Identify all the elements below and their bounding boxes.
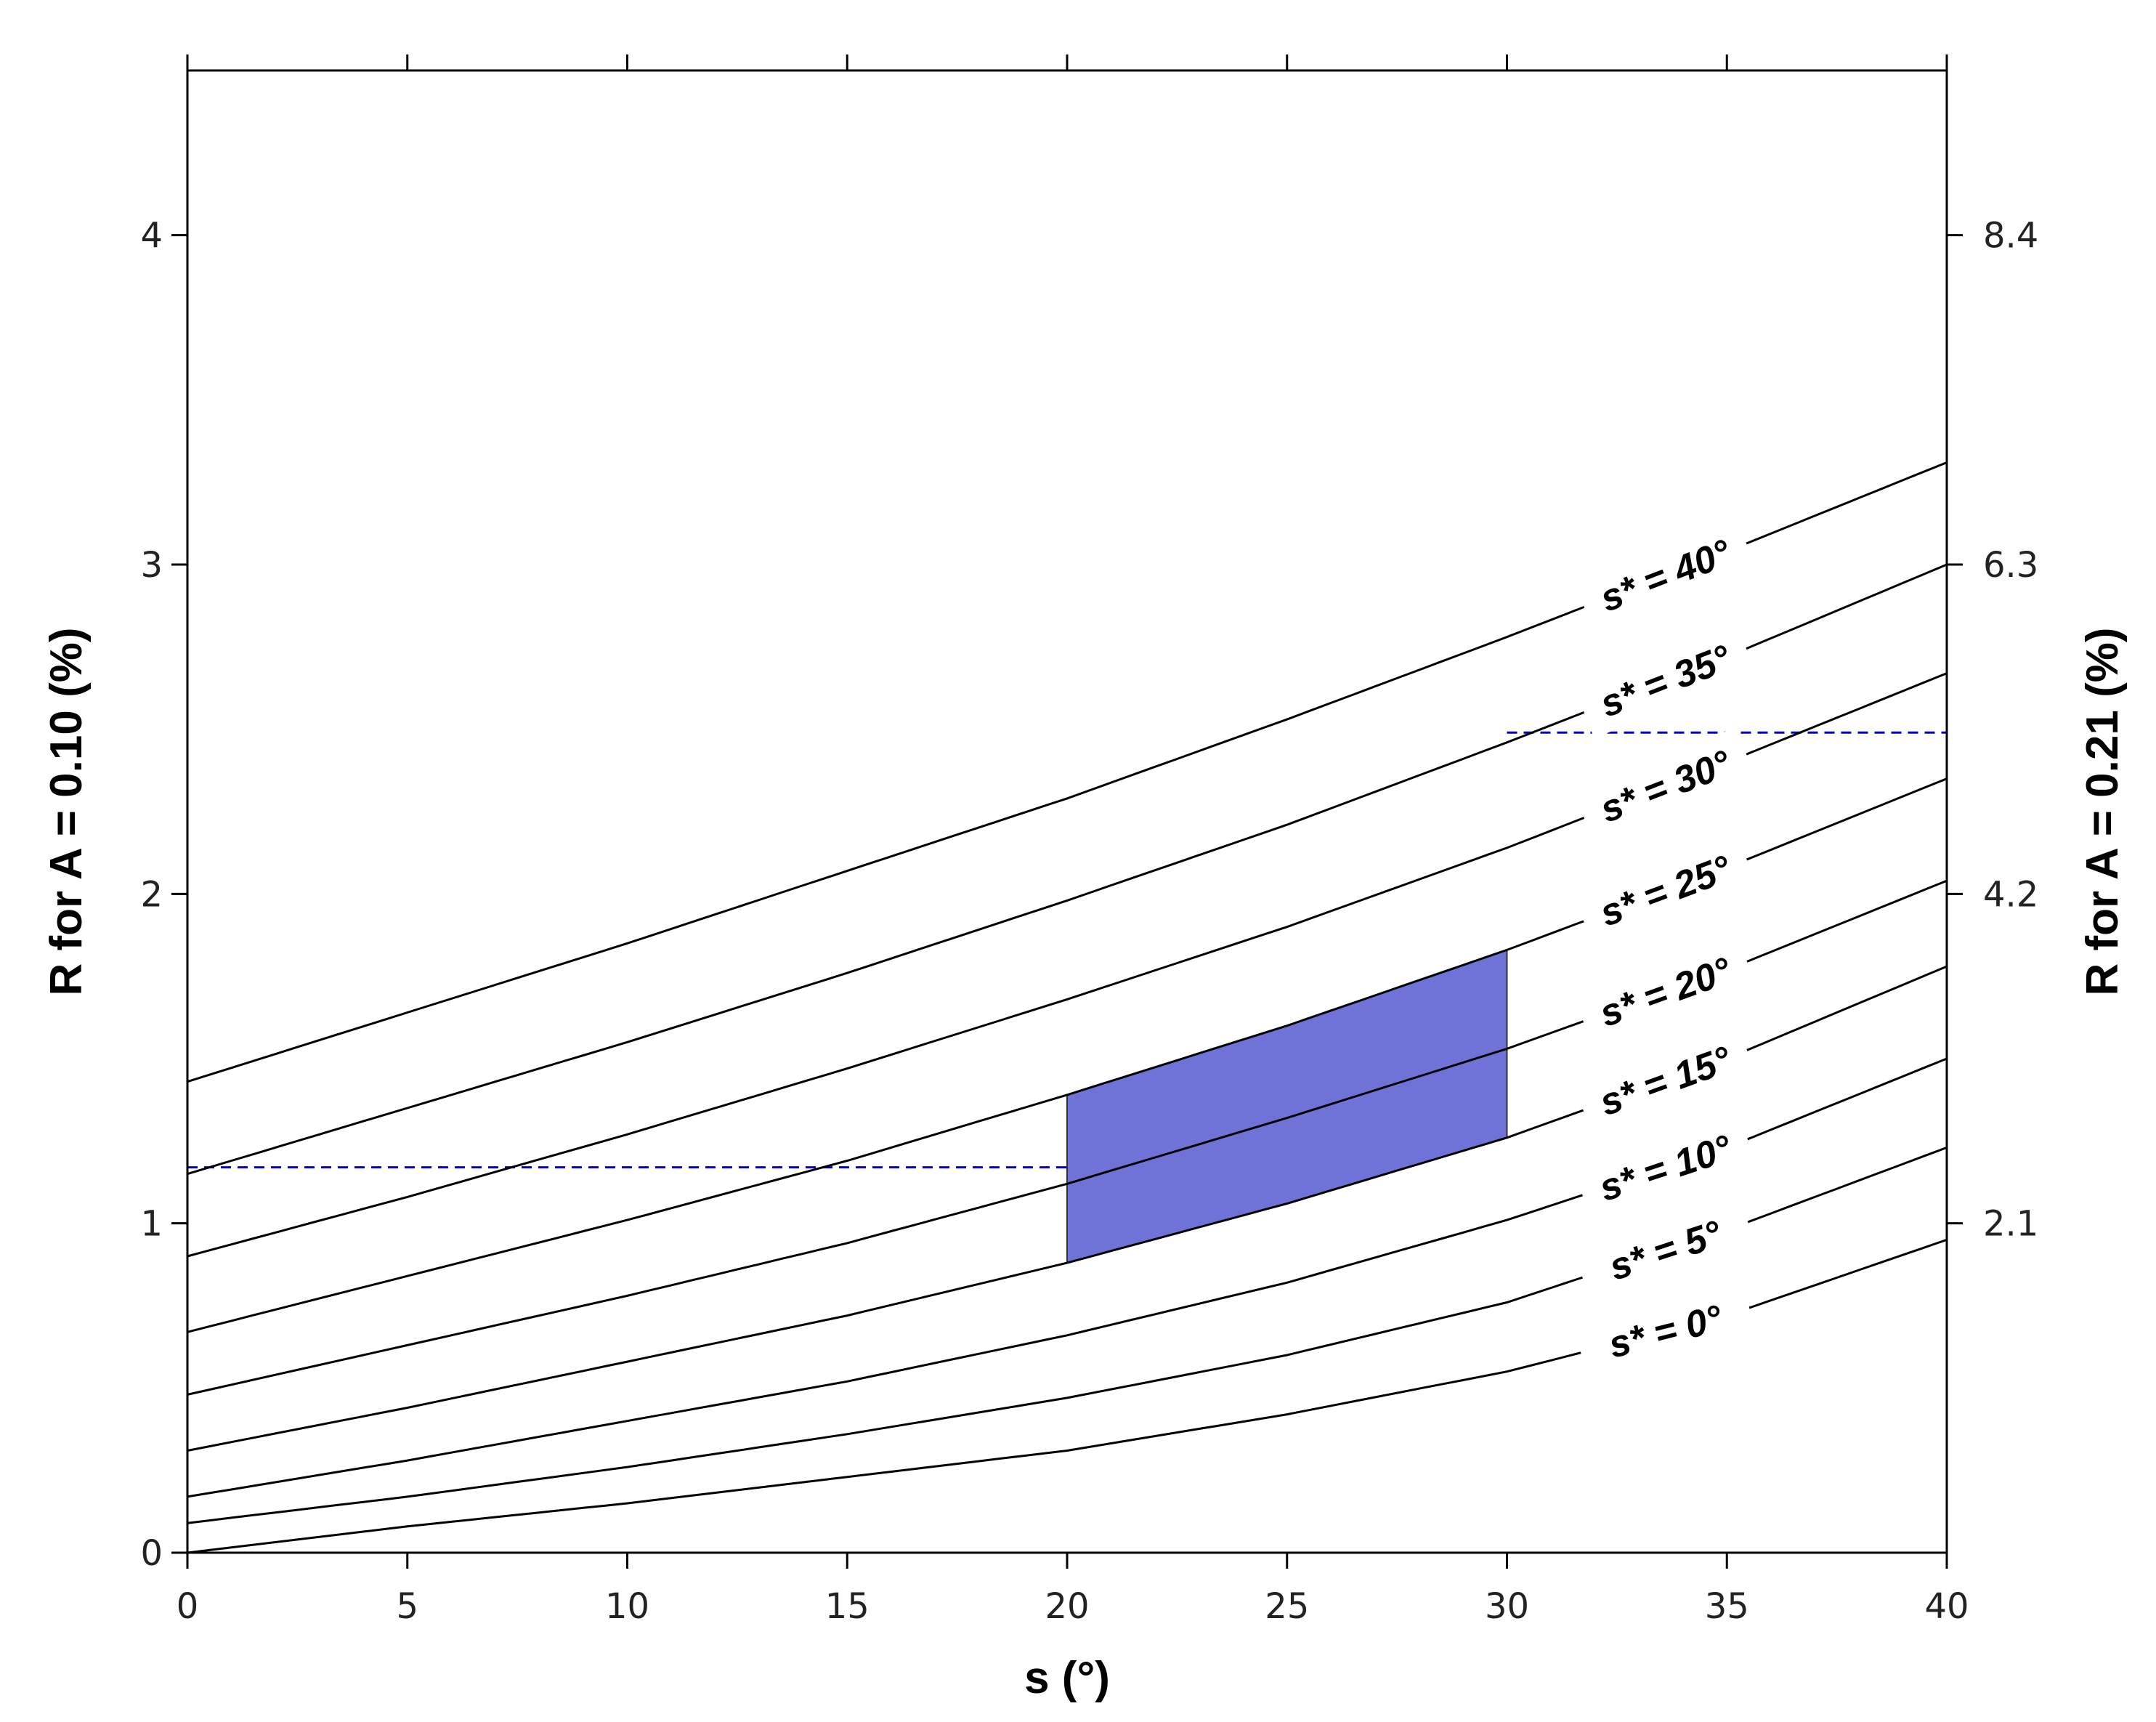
y-tick-label-left: 2 <box>140 874 163 915</box>
curve-s-star-0 <box>187 1238 1948 1554</box>
x-tick-label: 30 <box>1485 1586 1529 1627</box>
y-tick-label-right: 6.3 <box>1983 545 2038 586</box>
x-tick-label: 5 <box>396 1586 418 1627</box>
x-tick-label: 15 <box>825 1586 870 1627</box>
y-tick-label-left: 4 <box>140 216 163 256</box>
y-axis-right-title: R for A = 0.21 (%) <box>2078 627 2128 995</box>
y-tick-label-right: 8.4 <box>1983 216 2038 256</box>
x-tick-label: 35 <box>1705 1586 1749 1627</box>
x-tick-label: 10 <box>605 1586 649 1627</box>
y-tick-label-left: 3 <box>140 545 163 586</box>
x-tick-label: 0 <box>177 1586 199 1627</box>
y-tick-label-left: 0 <box>140 1533 163 1574</box>
x-tick-label: 40 <box>1924 1586 1969 1627</box>
y-axis-left-title: R for A = 0.10 (%) <box>41 627 92 995</box>
shaded-region <box>1066 948 1508 1264</box>
x-tick-label: 25 <box>1265 1586 1309 1627</box>
y-tick-label-right: 4.2 <box>1983 874 2038 915</box>
y-tick-label-left: 1 <box>140 1204 163 1245</box>
y-tick-label-right: 2.1 <box>1983 1204 2038 1245</box>
x-axis-title: s (°) <box>1024 1653 1110 1703</box>
x-tick-label: 20 <box>1045 1586 1089 1627</box>
